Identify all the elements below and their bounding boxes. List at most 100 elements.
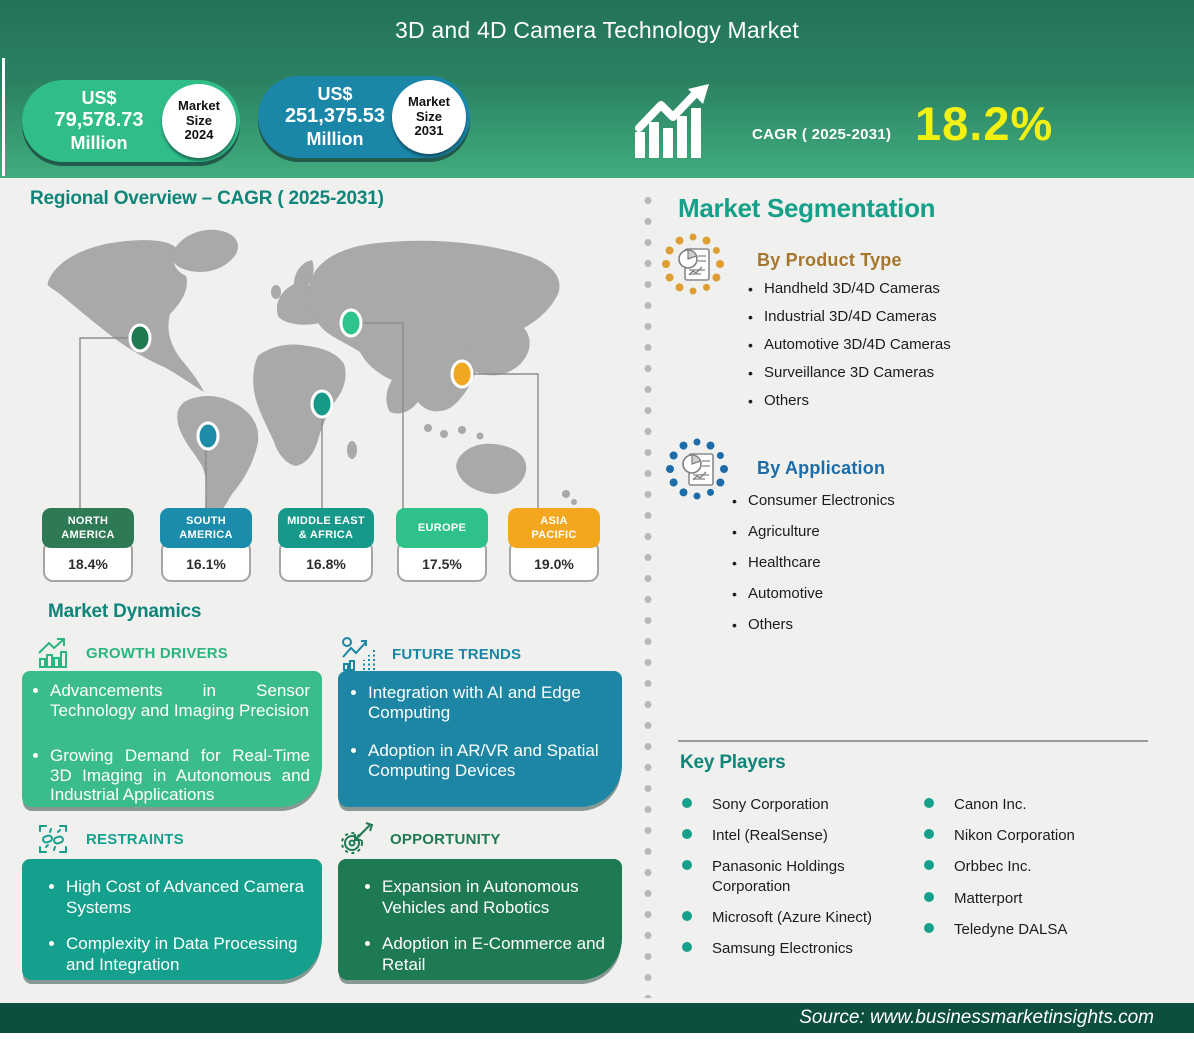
market-size-2031-circle: Market Size 2031 bbox=[392, 80, 466, 154]
currency-label: US$ bbox=[317, 83, 353, 104]
opportunity-header: OPPORTUNITY bbox=[340, 822, 501, 856]
list-item: • Others bbox=[732, 616, 895, 635]
bullet-dot-icon bbox=[682, 860, 692, 871]
bullet-dot-icon bbox=[682, 798, 692, 808]
key-players-heading: Key Players bbox=[680, 752, 786, 773]
region-marker-europe bbox=[339, 308, 363, 338]
continent-north-america bbox=[47, 240, 205, 392]
bullet-dot-icon bbox=[682, 829, 692, 840]
connector-europe bbox=[362, 322, 404, 510]
key-players-column-2: Canon Inc. Nikon Corporation Orbbec Inc.… bbox=[924, 795, 1149, 951]
report-document-dotted-ring-icon bbox=[662, 233, 724, 295]
market-dynamics-heading: Market Dynamics bbox=[48, 601, 202, 622]
list-item: • Consumer Electronics bbox=[732, 492, 895, 511]
connector-north-america bbox=[79, 337, 130, 510]
island-greenland bbox=[171, 229, 238, 272]
region-card-asia-pacific: ASIA PACIFIC 19.0% bbox=[508, 508, 600, 582]
key-player-name: Nikon Corporation bbox=[954, 827, 1075, 845]
opportunity-label: OPPORTUNITY bbox=[390, 830, 501, 848]
region-marker-asia-pacific bbox=[450, 359, 474, 389]
bullet-dot-icon bbox=[924, 922, 934, 933]
key-player-name: Microsoft (Azure Kinect) bbox=[712, 908, 873, 926]
connector-asia-pacific bbox=[473, 373, 539, 510]
market-size-2024-circle: Market Size 2024 bbox=[162, 84, 236, 158]
key-player-item: Microsoft (Azure Kinect) bbox=[682, 908, 907, 927]
bullet-icon: • bbox=[748, 336, 753, 353]
product-type-item: Industrial 3D/4D Cameras bbox=[764, 307, 937, 325]
unit-label: Million bbox=[306, 128, 364, 149]
section-divider bbox=[678, 740, 1148, 742]
product-type-item: Automotive 3D/4D Cameras bbox=[764, 335, 951, 353]
bullet-dot-icon bbox=[924, 891, 934, 902]
growth-driver-item: Advancements in Sensor Technology and Im… bbox=[50, 681, 310, 720]
market-size-2024-badge: US$ 79,578.73 Million Market Size 2024 bbox=[22, 80, 240, 162]
header-banner: 3D and 4D Camera Technology Market US$ 7… bbox=[0, 0, 1194, 178]
restraint-item: Complexity in Data Processing and Integr… bbox=[66, 933, 310, 976]
bullet-icon: • bbox=[748, 364, 753, 381]
product-type-item: Surveillance 3D Cameras bbox=[764, 363, 935, 381]
bullet-icon: • bbox=[732, 554, 737, 571]
key-player-name: Samsung Electronics bbox=[712, 939, 853, 957]
future-trends-label: FUTURE TRENDS bbox=[392, 645, 522, 663]
continent-australia bbox=[456, 443, 527, 494]
by-product-type-heading: By Product Type bbox=[757, 250, 902, 270]
header-accent-line bbox=[2, 58, 5, 176]
key-player-item: Teledyne DALSA bbox=[924, 920, 1149, 939]
market-size-label: Market Size bbox=[408, 93, 450, 124]
application-item: Agriculture bbox=[748, 522, 820, 540]
dotted-divider-vertical bbox=[642, 190, 654, 998]
bullet-icon: • bbox=[732, 493, 737, 509]
restraints-box: High Cost of Advanced Camera Systems Com… bbox=[22, 859, 322, 980]
key-player-item: Matterport bbox=[924, 889, 1149, 908]
trend-line-dotted-bars-icon bbox=[342, 637, 375, 671]
market-size-2024-value: US$ 79,578.73 Million bbox=[22, 88, 162, 154]
bar-chart-up-arrow-icon bbox=[38, 638, 67, 668]
source-link[interactable]: Source: www.businessmarketinsights.com bbox=[799, 1007, 1154, 1028]
region-card-north-america: NORTH AMERICA 18.4% bbox=[42, 508, 134, 582]
rising-bar-chart-arrow-icon bbox=[635, 84, 709, 158]
continent-south-america bbox=[177, 396, 259, 512]
bullet-dot-icon bbox=[924, 860, 934, 871]
bullet-icon: • bbox=[732, 585, 737, 602]
report-document-dotted-ring-icon bbox=[666, 438, 728, 500]
key-player-name: Panasonic Holdings Corporation bbox=[712, 858, 845, 895]
future-trends-header: FUTURE TRENDS bbox=[340, 636, 521, 672]
key-player-item: Intel (RealSense) bbox=[682, 826, 907, 845]
market-segmentation-heading: Market Segmentation bbox=[678, 193, 936, 223]
product-type-list: • Handheld 3D/4D Cameras • Industrial 3D/4… bbox=[748, 280, 951, 419]
key-player-name: Sony Corporation bbox=[712, 796, 829, 813]
key-player-item: Panasonic Holdings Corporation bbox=[682, 857, 907, 895]
future-trend-item: Adoption in AR/VR and Spatial Computing … bbox=[368, 741, 614, 782]
market-size-2031-value: US$ 251,375.53 Million bbox=[258, 84, 398, 150]
year-label: 2031 bbox=[414, 123, 444, 139]
bullet-dot-icon bbox=[682, 941, 692, 952]
key-player-item: Sony Corporation bbox=[682, 795, 907, 814]
region-card-middle-east-africa: MIDDLE EAST & AFRICA 16.8% bbox=[278, 508, 374, 582]
list-item: • Handheld 3D/4D Cameras bbox=[748, 280, 951, 299]
gear-dart-icon bbox=[341, 822, 374, 854]
region-name: ASIA PACIFIC bbox=[508, 508, 600, 548]
key-player-name: Canon Inc. bbox=[954, 796, 1027, 813]
region-marker-south-america bbox=[196, 421, 220, 451]
restraints-header: RESTRAINTS bbox=[36, 822, 184, 856]
cagr-label: CAGR ( 2025-2031) bbox=[752, 126, 892, 143]
bullet-icon: • bbox=[732, 523, 737, 540]
footer-gap bbox=[0, 1033, 1194, 1048]
list-item: • Automotive bbox=[732, 585, 895, 604]
growth-drivers-label: GROWTH DRIVERS bbox=[86, 644, 228, 662]
page-title: 3D and 4D Camera Technology Market bbox=[395, 17, 799, 43]
continent-africa bbox=[253, 344, 346, 466]
region-name: SOUTH AMERICA bbox=[160, 508, 252, 548]
key-player-item: Canon Inc. bbox=[924, 795, 1149, 814]
list-item: • Agriculture bbox=[732, 523, 895, 542]
product-type-item: Handheld 3D/4D Cameras bbox=[764, 280, 940, 297]
region-name: MIDDLE EAST & AFRICA bbox=[278, 508, 374, 548]
key-player-item: Orbbec Inc. bbox=[924, 857, 1149, 876]
market-size-label: Market Size bbox=[178, 97, 220, 128]
future-trends-box: Integration with AI and Edge Computing A… bbox=[338, 671, 622, 807]
broken-link-brackets-icon bbox=[39, 825, 67, 853]
market-size-2031-badge: US$ 251,375.53 Million Market Size 2031 bbox=[258, 76, 470, 158]
region-marker-middle-east-africa bbox=[310, 389, 334, 419]
currency-label: US$ bbox=[81, 87, 117, 108]
